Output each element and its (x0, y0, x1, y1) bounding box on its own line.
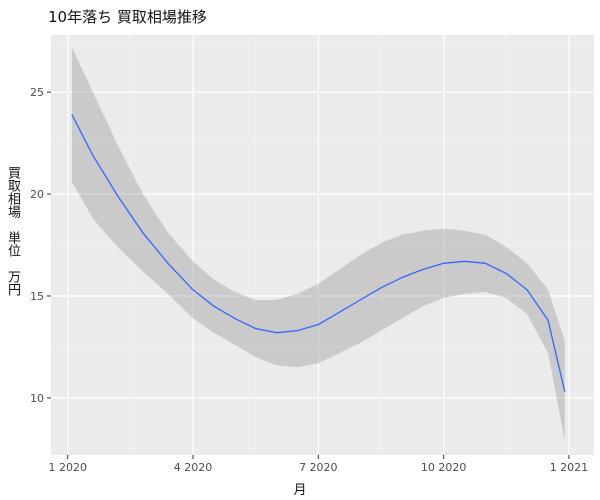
confidence-band (71, 47, 565, 441)
y-tick-label: 10 (30, 392, 44, 405)
x-tick-label: 1 2020 (48, 461, 87, 474)
x-tick-label: 10 2020 (421, 461, 467, 474)
chart-title: 10年落ち 買取相場推移 (48, 8, 207, 26)
y-tick-label: 25 (30, 86, 44, 99)
y-tick-label: 15 (30, 290, 44, 303)
x-tick-label: 7 2020 (299, 461, 338, 474)
y-axis-label: 買取相場 単位 万円 (5, 166, 20, 296)
y-tick-label: 20 (30, 188, 44, 201)
x-tick-label: 1 2021 (550, 461, 589, 474)
x-tick-label: 4 2020 (174, 461, 213, 474)
x-axis-label: 月 (293, 483, 307, 498)
trend-line (71, 114, 566, 392)
